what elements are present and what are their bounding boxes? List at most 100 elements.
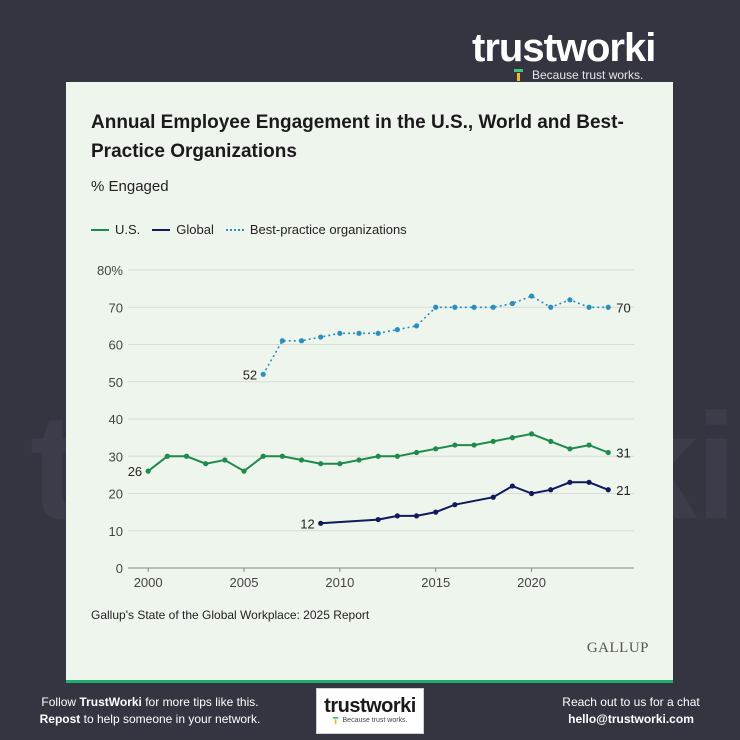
data-point-global <box>375 516 381 523</box>
data-point-global <box>394 513 400 519</box>
data-point-global <box>548 487 554 493</box>
data-point-best <box>279 338 285 344</box>
legend-item-us: U.S. <box>91 222 140 237</box>
footer-repost: Repost <box>39 712 81 726</box>
data-point-best <box>337 330 343 336</box>
data-point-us <box>260 453 266 459</box>
y-tick-label: 40 <box>109 412 123 427</box>
brand-tagline: Because trust works. <box>532 68 644 82</box>
data-point-best <box>605 304 611 310</box>
data-point-us <box>605 449 611 456</box>
data-point-best <box>375 330 381 336</box>
brand-name: trustworki <box>472 26 656 70</box>
data-point-global <box>605 487 611 493</box>
data-point-global <box>509 483 515 489</box>
footer-follow-brand[interactable]: TrustWorki <box>79 695 142 709</box>
footer-contact-text: Reach out to us for a chat <box>562 695 700 709</box>
data-point-best <box>528 293 535 299</box>
line-chart: 0 10 20 30 40 50 60 70 80% 2000 2005 2010 2015 2020 26… <box>97 263 634 590</box>
data-point-us <box>145 468 151 474</box>
x-tick-label: 2020 <box>517 575 546 590</box>
footer-logo-tagline-row: Because trust works. <box>317 717 423 724</box>
brand-mark-icon <box>514 69 523 81</box>
data-point-us <box>203 461 209 467</box>
data-point-us <box>279 453 285 459</box>
legend-swatch-global <box>152 228 171 231</box>
start-label-global: 12 <box>300 516 314 531</box>
data-point-best <box>394 327 400 333</box>
footer-follow-post: for more tips like this. <box>141 695 259 709</box>
end-label-us: 31 <box>616 446 630 461</box>
data-point-us <box>567 446 573 452</box>
data-point-global <box>433 509 439 515</box>
y-tick-label: 60 <box>109 338 123 353</box>
data-point-best <box>318 334 324 340</box>
series-line-global <box>320 481 609 525</box>
data-point-us <box>394 453 400 459</box>
data-point-best <box>298 338 305 344</box>
x-tick-label: 2015 <box>421 575 450 590</box>
data-point-best <box>433 304 439 310</box>
y-tick-label: 50 <box>109 375 123 390</box>
data-point-global <box>318 520 324 526</box>
legend-item-best: Best-practice organizations <box>225 222 407 237</box>
data-point-us <box>413 449 420 456</box>
footer-logo-name: trustworki <box>324 695 416 717</box>
footer-email-link[interactable]: hello@trustworki.com <box>568 712 694 726</box>
x-tick-label: 2005 <box>230 575 259 590</box>
legend-label-best: Best-practice organizations <box>249 222 407 237</box>
data-point-best <box>586 304 592 310</box>
legend-swatch-us <box>91 228 109 231</box>
data-point-us <box>241 468 247 474</box>
data-point-us <box>356 457 362 463</box>
data-point-global <box>413 513 420 519</box>
data-point-best <box>490 304 496 310</box>
data-point-us <box>375 453 381 459</box>
data-point-us <box>586 442 592 448</box>
legend-swatch-best <box>225 228 244 231</box>
data-point-us <box>548 438 554 444</box>
x-tick-label: 2010 <box>325 575 354 590</box>
y-tick-label: 80% <box>97 263 123 278</box>
data-point-us <box>528 431 535 437</box>
legend-label-global: Global <box>176 222 214 237</box>
data-point-best <box>260 371 266 377</box>
brand-tagline-row: Because trust works. <box>514 68 662 82</box>
end-label-global: 21 <box>616 483 630 498</box>
data-point-us <box>509 435 515 441</box>
y-tick-label: 0 <box>116 561 123 576</box>
footer-logo-tagline: Because trust works. <box>342 717 408 724</box>
data-point-best <box>452 304 458 310</box>
chart-title: Annual Employee Engagement in the U.S., … <box>91 112 624 162</box>
data-point-us <box>433 446 439 452</box>
data-point-us <box>337 461 343 467</box>
series-line-us <box>147 432 609 473</box>
y-tick-label: 20 <box>109 487 123 502</box>
x-tick-label: 2000 <box>134 575 163 590</box>
footer-contact: Reach out to us for a chat hello@trustwo… <box>556 694 706 728</box>
footer-brand-mark-icon <box>332 717 338 724</box>
data-point-best <box>567 297 573 303</box>
chart-card: Annual Employee Engagement in the U.S., … <box>66 82 673 683</box>
data-point-global <box>490 494 496 500</box>
data-point-us <box>164 453 170 459</box>
chart-legend: U.S. Global Best-practice organizations <box>91 222 407 237</box>
legend-item-global: Global <box>152 222 214 237</box>
data-point-us <box>471 442 477 448</box>
end-label-best: 70 <box>616 300 630 315</box>
start-label-us: 26 <box>128 464 142 479</box>
data-point-best <box>471 304 477 310</box>
brand-logo: trustworki Because trust works. <box>472 28 662 82</box>
footer-follow-pre: Follow <box>41 695 80 709</box>
chart-source: Gallup's State of the Global Workplace: … <box>91 608 370 622</box>
data-point-best <box>356 330 362 336</box>
data-point-global <box>567 479 573 485</box>
data-point-global <box>586 479 592 485</box>
y-tick-label: 30 <box>109 449 123 464</box>
footer-repost-post: to help someone in your network. <box>80 712 261 726</box>
data-point-best <box>509 300 515 307</box>
data-point-global <box>452 502 458 508</box>
publisher-logo: GALLUP <box>586 640 649 656</box>
data-point-us <box>318 461 324 467</box>
data-point-best <box>548 304 554 310</box>
